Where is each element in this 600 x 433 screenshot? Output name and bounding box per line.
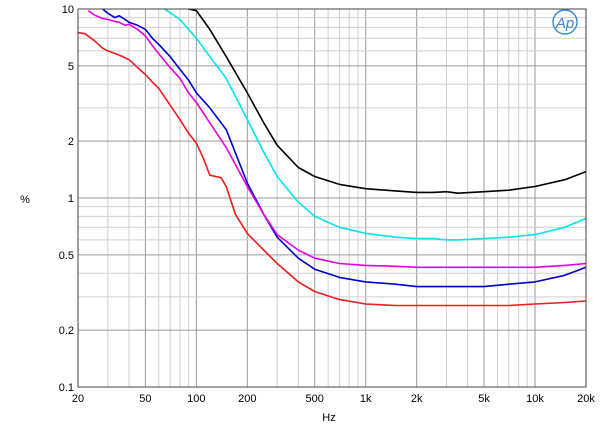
y-axis-label: % — [20, 194, 30, 206]
x-tick-label: 50 — [139, 393, 151, 405]
y-tick-label: 0.5 — [59, 250, 74, 262]
y-tick-label: 2 — [68, 136, 74, 148]
y-tick-label: 1 — [68, 193, 74, 205]
x-tick-label: 100 — [187, 393, 205, 405]
ap-logo: Ap — [552, 9, 578, 35]
grid — [77, 9, 587, 388]
series-line-1 — [188, 8, 587, 194]
y-tick-label: 0.2 — [59, 325, 74, 337]
x-tick-label: 5k — [478, 393, 490, 405]
x-tick-label: 20k — [577, 393, 595, 405]
x-axis-label: Hz — [322, 412, 335, 424]
y-tick-labels: 0.1 0.2 0.5 1 2 5 10 — [59, 4, 74, 394]
x-tick-label: 200 — [238, 393, 256, 405]
series-group — [77, 8, 587, 307]
series-line-2 — [164, 8, 587, 241]
x-tick-label: 2k — [411, 393, 423, 405]
plot-frame — [77, 8, 587, 388]
x-tick-labels: 20 50 100 200 500 1k 2k 5k 10k 20k — [72, 393, 595, 405]
x-tick-label: 500 — [306, 393, 324, 405]
x-tick-label: 20 — [72, 393, 84, 405]
logo-text: Ap — [555, 15, 574, 32]
y-tick-label: 10 — [62, 4, 74, 16]
series-line-3 — [102, 8, 587, 288]
logo-ring — [552, 9, 578, 35]
series-line-4 — [87, 10, 587, 269]
x-tick-label: 10k — [526, 393, 544, 405]
y-tick-label: 5 — [68, 61, 74, 73]
x-tick-label: 1k — [360, 393, 372, 405]
y-tick-label: 0.1 — [59, 382, 74, 394]
series-line-5 — [77, 31, 587, 307]
